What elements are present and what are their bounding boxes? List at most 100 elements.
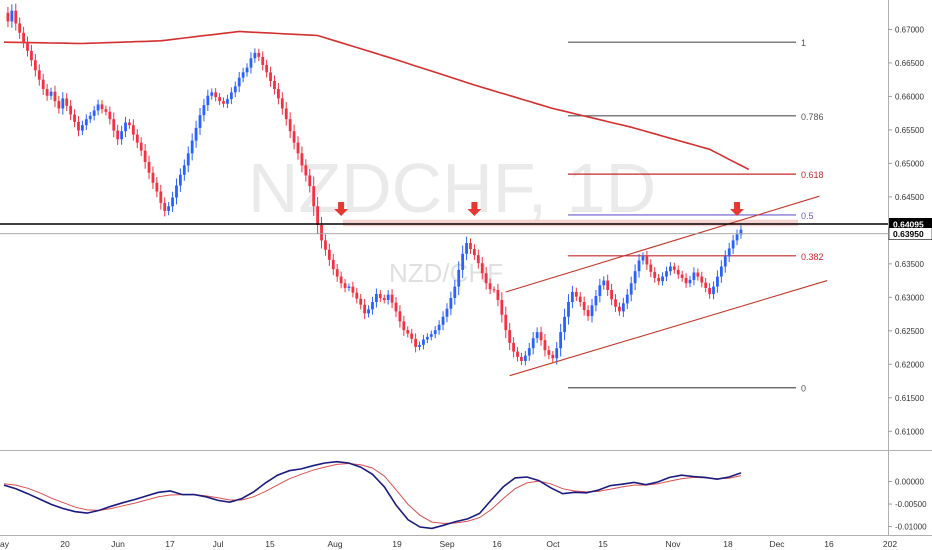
candle-body[interactable]: [590, 305, 594, 317]
candle-body[interactable]: [229, 92, 233, 100]
candle-body[interactable]: [504, 314, 508, 331]
candle-body[interactable]: [206, 95, 210, 106]
candle-body[interactable]: [194, 127, 198, 141]
candle-body[interactable]: [633, 271, 637, 284]
candle-body[interactable]: [147, 162, 151, 173]
candle-body[interactable]: [621, 303, 625, 312]
candle-body[interactable]: [265, 64, 269, 73]
candle-body[interactable]: [61, 98, 65, 109]
candle-body[interactable]: [641, 256, 645, 261]
candle-body[interactable]: [190, 140, 194, 154]
ascending-channel[interactable]: [505, 195, 828, 377]
candle-body[interactable]: [218, 97, 221, 102]
candle-body[interactable]: [261, 56, 265, 65]
candle-body[interactable]: [284, 108, 288, 120]
candle-body[interactable]: [280, 98, 284, 109]
candle-body[interactable]: [316, 206, 319, 225]
candle-body[interactable]: [355, 292, 359, 299]
candle-body[interactable]: [512, 342, 515, 352]
candle-body[interactable]: [406, 330, 410, 334]
candle-body[interactable]: [649, 264, 653, 272]
candle-body[interactable]: [351, 286, 355, 293]
candle-body[interactable]: [37, 70, 41, 80]
candle-body[interactable]: [331, 259, 335, 270]
rejection-arrows[interactable]: [334, 201, 745, 216]
candle-body[interactable]: [535, 332, 539, 339]
candle-body[interactable]: [210, 92, 214, 96]
candle-body[interactable]: [371, 302, 374, 310]
candle-body[interactable]: [692, 272, 696, 280]
candle-body[interactable]: [520, 356, 523, 361]
candle-body[interactable]: [367, 309, 370, 314]
candle-body[interactable]: [77, 121, 80, 131]
candle-body[interactable]: [308, 175, 312, 187]
macd-line[interactable]: [3, 460, 742, 530]
candle-body[interactable]: [551, 354, 555, 359]
candle-body[interactable]: [22, 32, 25, 43]
candle-body[interactable]: [582, 302, 586, 311]
candle-body[interactable]: [65, 98, 69, 106]
candle-body[interactable]: [716, 276, 719, 287]
candle-body[interactable]: [226, 99, 229, 104]
candle-body[interactable]: [539, 332, 543, 341]
candle-body[interactable]: [610, 289, 613, 300]
candle-body[interactable]: [304, 165, 308, 176]
candle-body[interactable]: [476, 255, 480, 264]
candle-body[interactable]: [49, 91, 53, 96]
candle-body[interactable]: [312, 186, 316, 207]
candle-body[interactable]: [688, 279, 692, 284]
candle-body[interactable]: [335, 269, 339, 277]
candle-body[interactable]: [586, 310, 590, 317]
candle-body[interactable]: [527, 348, 531, 356]
candle-body[interactable]: [41, 79, 45, 90]
candle-body[interactable]: [288, 119, 292, 132]
candle-body[interactable]: [606, 280, 610, 290]
candle-body[interactable]: [182, 165, 186, 175]
candle-body[interactable]: [202, 105, 206, 116]
candle-body[interactable]: [186, 153, 190, 166]
candle-body[interactable]: [672, 266, 676, 270]
candlesticks[interactable]: [6, 3, 743, 366]
candle-body[interactable]: [18, 23, 22, 33]
candle-body[interactable]: [128, 122, 131, 126]
down-arrow-icon[interactable]: [730, 201, 745, 216]
candle-body[interactable]: [437, 324, 441, 331]
candle-body[interactable]: [492, 289, 496, 291]
candle-body[interactable]: [449, 297, 453, 309]
candle-body[interactable]: [661, 276, 664, 282]
candle-body[interactable]: [402, 321, 406, 331]
candle-body[interactable]: [422, 339, 425, 345]
candle-body[interactable]: [457, 269, 461, 287]
candle-body[interactable]: [386, 294, 390, 301]
candle-body[interactable]: [469, 243, 472, 250]
candle-body[interactable]: [559, 332, 563, 349]
candle-body[interactable]: [53, 91, 57, 102]
candle-body[interactable]: [375, 293, 378, 303]
candle-body[interactable]: [614, 299, 617, 307]
candle-body[interactable]: [390, 294, 394, 303]
candle-body[interactable]: [253, 52, 257, 59]
candle-body[interactable]: [602, 280, 606, 286]
resistance-zone-band[interactable]: [343, 219, 798, 227]
candle-body[interactable]: [167, 206, 171, 211]
candle-body[interactable]: [320, 224, 323, 241]
candle-body[interactable]: [124, 122, 127, 132]
candle-body[interactable]: [574, 291, 578, 297]
candle-body[interactable]: [618, 306, 621, 312]
candle-body[interactable]: [233, 86, 237, 93]
candle-body[interactable]: [33, 60, 37, 71]
candle-body[interactable]: [269, 72, 272, 82]
candle-body[interactable]: [143, 150, 147, 163]
candle-body[interactable]: [175, 185, 178, 198]
candle-body[interactable]: [277, 89, 280, 99]
candle-body[interactable]: [708, 287, 711, 294]
candle-body[interactable]: [637, 260, 641, 272]
candle-body[interactable]: [120, 131, 123, 140]
candle-body[interactable]: [343, 283, 347, 288]
candle-body[interactable]: [382, 297, 386, 301]
candle-body[interactable]: [10, 10, 14, 22]
candle-body[interactable]: [347, 286, 351, 288]
candle-body[interactable]: [571, 291, 574, 303]
candle-body[interactable]: [116, 130, 120, 140]
candle-body[interactable]: [465, 243, 468, 254]
